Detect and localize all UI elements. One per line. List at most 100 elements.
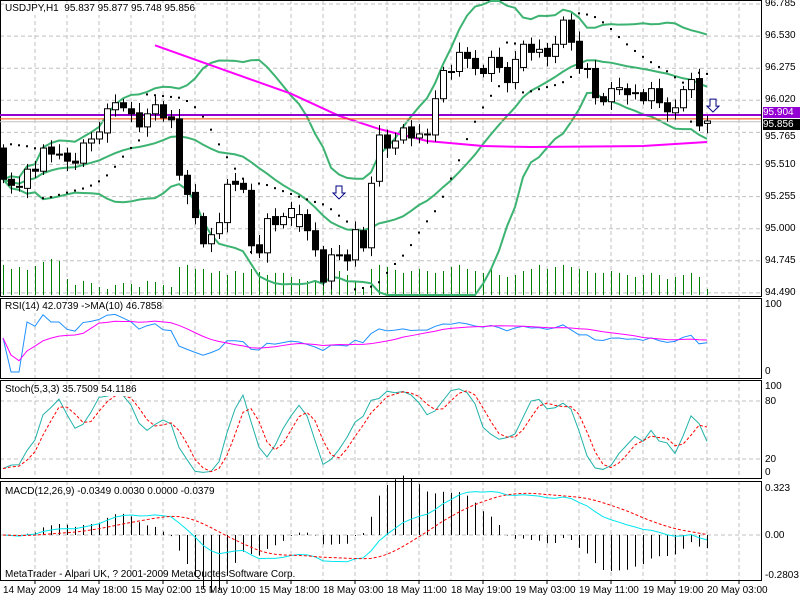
bear-candle: [72, 160, 79, 164]
parabolic-sar-dot: [418, 231, 420, 234]
bear-candle: [304, 214, 311, 232]
bear-candle: [168, 116, 175, 121]
price-axis-label: 94.490: [765, 286, 796, 298]
bear-candle: [128, 108, 135, 115]
bull-candle: [56, 153, 63, 156]
parabolic-sar-dot: [218, 143, 220, 146]
price-axis-label: 96.020: [765, 94, 796, 106]
parabolic-sar-dot: [266, 184, 268, 187]
price-axis-label: 95.765: [765, 131, 796, 143]
bear-candle: [184, 174, 191, 195]
stoch-axis-100: 100: [765, 381, 782, 392]
time-axis-label: 18 May 11:00: [387, 585, 447, 596]
bear-candle: [624, 88, 631, 96]
parabolic-sar-dot: [226, 156, 228, 159]
parabolic-sar-dot: [490, 94, 492, 97]
price-axis-label: 95.255: [765, 190, 796, 202]
open-value: 95.837: [64, 3, 95, 14]
parabolic-sar-dot: [210, 128, 212, 131]
parabolic-sar-dot: [338, 214, 340, 217]
rsi-ma-line: [2, 320, 708, 362]
parabolic-sar-dot: [146, 93, 148, 96]
bear-candle: [160, 104, 167, 119]
bull-candle: [216, 222, 223, 235]
bull-candle: [680, 89, 687, 109]
bear-candle: [656, 88, 663, 104]
bull-candle: [40, 147, 47, 172]
parabolic-sar-dot: [386, 271, 388, 274]
time-axis-label: 15 May 02:00: [131, 585, 192, 596]
parabolic-sar-dot: [362, 286, 364, 289]
parabolic-sar-dot: [242, 177, 244, 180]
parabolic-sar-dot: [106, 174, 108, 177]
price-axis-label: 95.510: [765, 158, 796, 170]
bull-candle: [352, 229, 359, 261]
bear-candle: [664, 102, 671, 113]
parabolic-sar-dot: [18, 144, 20, 147]
parabolic-sar-dot: [346, 220, 348, 223]
bear-candle: [248, 189, 255, 247]
bull-candle: [432, 98, 439, 136]
parabolic-sar-dot: [178, 96, 180, 99]
bear-candle: [576, 40, 583, 69]
bear-candle: [496, 56, 503, 68]
parabolic-sar-dot: [530, 90, 532, 93]
parabolic-sar-dot: [466, 138, 468, 141]
bull-candle: [288, 208, 295, 219]
parabolic-sar-dot: [34, 147, 36, 150]
bull-candle: [104, 108, 111, 134]
macd-label: MACD(12,26,9) -0.0349 0.0030 0.0000 -0.0…: [5, 486, 215, 498]
macd-axis-min: -0.2803: [765, 570, 799, 581]
parabolic-sar-dot: [90, 184, 92, 187]
bear-candle: [504, 66, 511, 84]
bear-candle: [272, 216, 279, 226]
bull-candle: [456, 51, 463, 72]
bull-candle: [416, 133, 423, 139]
bear-candle: [408, 126, 415, 139]
bull-candle: [608, 88, 615, 103]
bear-candle: [48, 146, 55, 155]
parabolic-sar-dot: [402, 254, 404, 257]
parabolic-sar-dot: [586, 13, 588, 16]
time-axis-label: 15 May 18:00: [259, 585, 320, 596]
bull-candle: [88, 138, 95, 144]
parabolic-sar-dot: [10, 143, 12, 146]
bear-candle: [480, 67, 487, 75]
parabolic-sar-dot: [434, 210, 436, 213]
bollinger-upper: [2, 0, 708, 181]
macd-signal-line: [2, 492, 708, 560]
bear-candle: [256, 244, 263, 254]
low-value: 95.748: [131, 3, 162, 14]
parabolic-sar-dot: [506, 41, 508, 44]
parabolic-sar-dot: [170, 95, 172, 98]
bull-candle: [704, 120, 711, 124]
parabolic-sar-dot: [122, 155, 124, 158]
down-arrow-icon: [705, 98, 721, 113]
parabolic-sar-dot: [26, 145, 28, 148]
bear-candle: [232, 180, 239, 185]
parabolic-sar-dot: [562, 81, 564, 84]
parabolic-sar-dot: [314, 200, 316, 203]
parabolic-sar-dot: [50, 196, 52, 199]
bull-candle: [24, 168, 31, 189]
parabolic-sar-dot: [458, 159, 460, 162]
parabolic-sar-dot: [522, 91, 524, 94]
time-axis-label: 19 May 19:00: [643, 585, 704, 596]
bull-candle: [688, 79, 695, 91]
parabolic-sar-dot: [514, 42, 516, 45]
bull-candle: [336, 254, 343, 257]
bull-candle: [632, 92, 639, 95]
rsi-axis-100: 100: [765, 299, 782, 310]
symbol-label: USDJPY,H1: [5, 3, 59, 14]
stoch-axis-0: 0: [765, 467, 771, 478]
copyright-text: MetaTrader - Alpari UK, ? 2001-2009 Meta…: [5, 569, 296, 580]
parabolic-sar-dot: [330, 208, 332, 211]
macd-axis-max: 0.323: [765, 483, 791, 494]
bull-candle: [112, 102, 119, 111]
time-axis-label: 18 May 19:00: [451, 585, 512, 596]
parabolic-sar-dot: [650, 61, 652, 64]
rsi-label: RSI(14) 42.0739 ->MA(10) 46.7858: [5, 301, 163, 313]
bull-candle: [536, 48, 543, 53]
bear-candle: [176, 118, 183, 176]
